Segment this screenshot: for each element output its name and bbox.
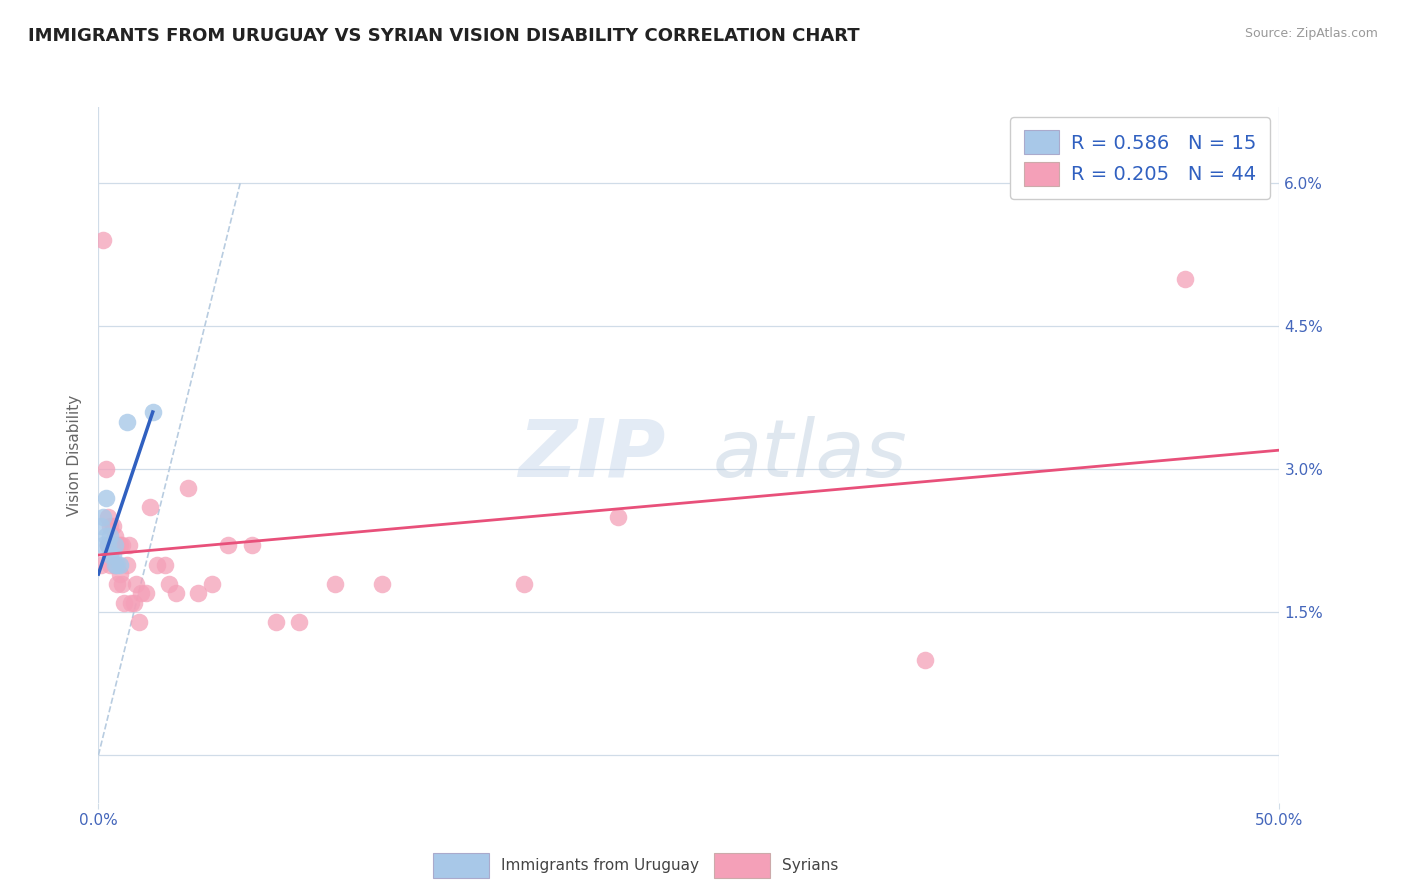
Point <box>101 548 124 562</box>
Text: atlas: atlas <box>713 416 907 494</box>
Point <box>91 509 114 524</box>
Point <box>115 558 138 572</box>
Y-axis label: Vision Disability: Vision Disability <box>67 394 83 516</box>
Point <box>118 539 141 553</box>
Point <box>108 539 131 553</box>
Text: ZIP: ZIP <box>517 416 665 494</box>
Point <box>112 596 135 610</box>
Text: IMMIGRANTS FROM URUGUAY VS SYRIAN VISION DISABILITY CORRELATION CHART: IMMIGRANTS FROM URUGUAY VS SYRIAN VISION… <box>28 27 859 45</box>
Point <box>108 567 131 582</box>
Point <box>105 576 128 591</box>
Text: Source: ZipAtlas.com: Source: ZipAtlas.com <box>1244 27 1378 40</box>
Point <box>201 576 224 591</box>
Point <box>101 519 124 533</box>
Point <box>125 576 148 591</box>
Point <box>111 539 134 553</box>
Point <box>1174 271 1197 285</box>
Point <box>98 548 121 562</box>
Point <box>142 405 165 419</box>
Point <box>165 586 187 600</box>
Point <box>129 586 152 600</box>
Point <box>94 462 117 476</box>
Point <box>98 519 121 533</box>
Point <box>105 558 128 572</box>
Text: Immigrants from Uruguay: Immigrants from Uruguay <box>501 858 699 872</box>
Point <box>94 491 117 505</box>
Point <box>177 481 200 495</box>
Point <box>121 596 143 610</box>
Point <box>104 558 127 572</box>
Point <box>139 500 162 515</box>
Point <box>94 529 117 543</box>
Point <box>108 558 131 572</box>
Point <box>97 539 120 553</box>
Text: Syrians: Syrians <box>782 858 838 872</box>
Point <box>240 539 263 553</box>
Point <box>157 576 180 591</box>
Bar <box>433 853 489 878</box>
Point <box>91 234 114 248</box>
Point <box>105 539 128 553</box>
Point <box>135 586 157 600</box>
Point <box>217 539 239 553</box>
Legend: R = 0.586   N = 15, R = 0.205   N = 44: R = 0.586 N = 15, R = 0.205 N = 44 <box>1011 117 1270 199</box>
Point <box>104 539 127 553</box>
Point <box>371 576 394 591</box>
Point <box>122 596 145 610</box>
Point <box>607 509 630 524</box>
Point <box>146 558 169 572</box>
Point <box>288 615 311 629</box>
Point <box>97 539 120 553</box>
Point <box>97 509 120 524</box>
Point <box>90 519 112 533</box>
Point <box>98 529 121 543</box>
Point <box>104 529 127 543</box>
Point <box>91 539 114 553</box>
Point <box>914 653 936 667</box>
Point <box>104 558 127 572</box>
Point <box>153 558 176 572</box>
Point <box>115 415 138 429</box>
Point <box>512 576 534 591</box>
Point <box>90 558 112 572</box>
Point <box>98 558 121 572</box>
Point <box>323 576 346 591</box>
Point <box>264 615 287 629</box>
Point <box>128 615 150 629</box>
Point <box>101 539 124 553</box>
Point <box>111 576 134 591</box>
Bar <box>714 853 770 878</box>
Point <box>187 586 209 600</box>
